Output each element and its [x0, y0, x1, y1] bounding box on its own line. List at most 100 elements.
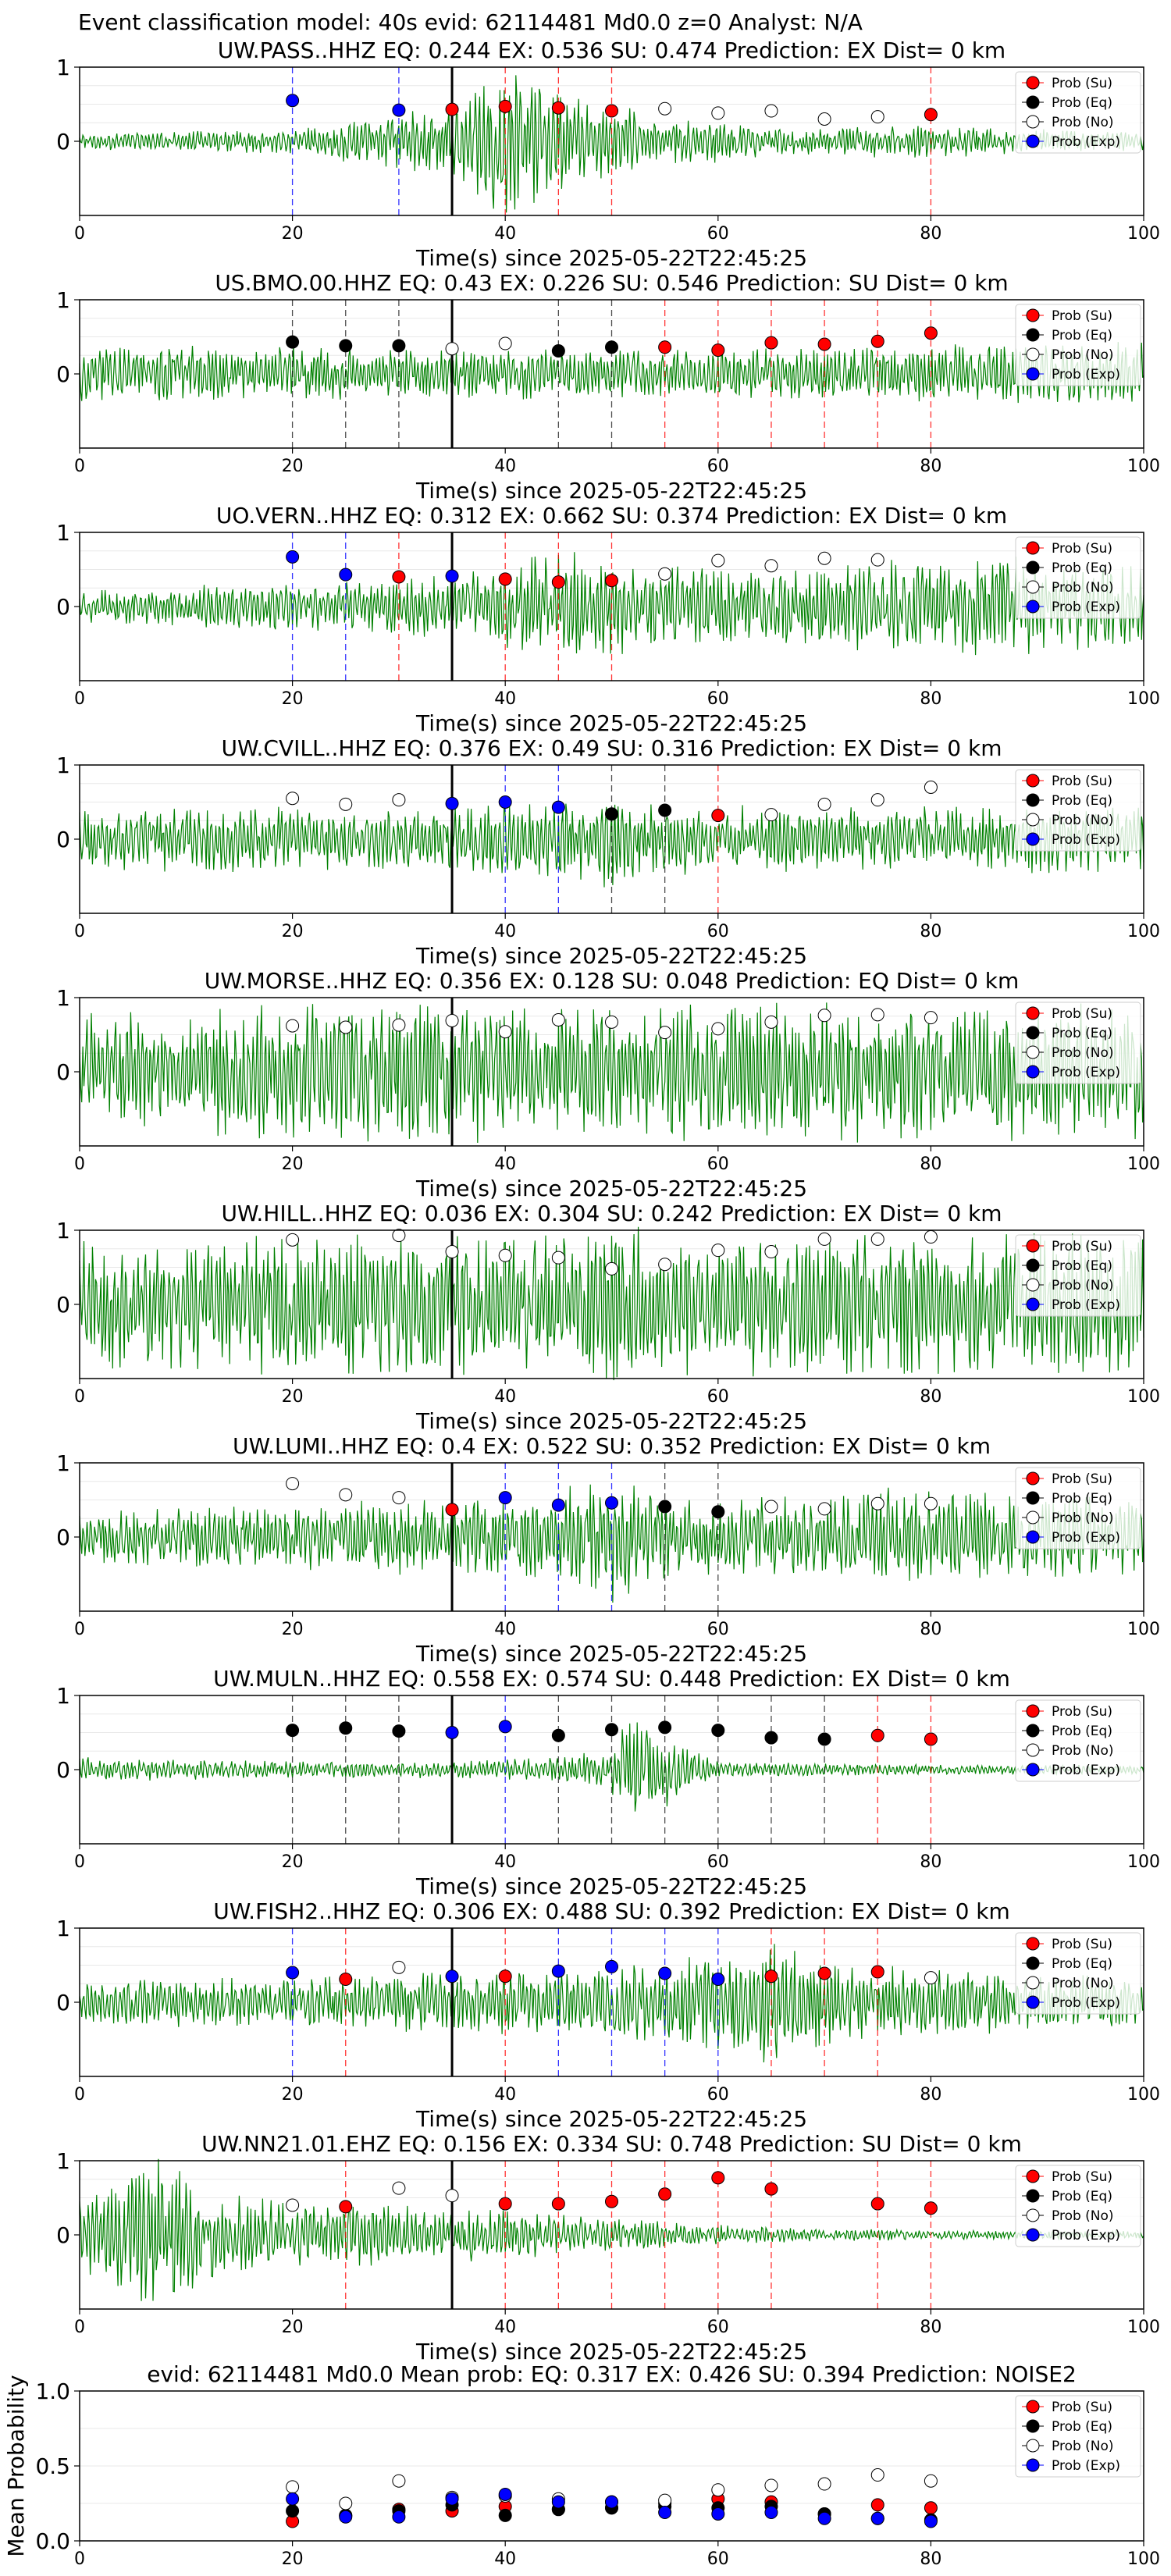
- prob-point-eq: [551, 344, 565, 358]
- x-tick-label: 60: [707, 1620, 729, 1639]
- prob-point-eq: [658, 1500, 672, 1514]
- legend-label-eq: Prob (Eq): [1052, 2189, 1112, 2204]
- legend-marker-exp: [1026, 1530, 1040, 1544]
- legend-label-no: Prob (No): [1052, 1510, 1114, 1526]
- prob-point-no: [498, 336, 512, 350]
- y-tick-label: 1: [56, 753, 70, 778]
- legend-label-exp: Prob (Exp): [1052, 1530, 1120, 1546]
- prob-point-su: [764, 336, 778, 350]
- waveform-trace: [79, 1226, 1144, 1381]
- x-tick-label: 80: [920, 922, 941, 941]
- legend-box: [1015, 1467, 1141, 1550]
- x-tick-label: 60: [707, 689, 729, 709]
- prob-point-no: [445, 1013, 459, 1027]
- legend-label-eq: Prob (Eq): [1052, 1026, 1112, 1041]
- legend-marker-su: [1026, 774, 1040, 788]
- legend-label-su: Prob (Su): [1052, 308, 1112, 324]
- x-tick-label: 100: [1127, 1852, 1160, 1872]
- legend-marker-eq: [1026, 1491, 1040, 1505]
- prob-point-no: [605, 1261, 618, 1276]
- mean-prob-point-su: [870, 2498, 884, 2512]
- prob-point-eq: [605, 1723, 618, 1737]
- x-axis-label: Time(s) since 2025-05-22T22:45:25: [415, 710, 807, 736]
- x-tick-label: 40: [494, 2549, 516, 2569]
- prob-point-su: [924, 326, 938, 340]
- prob-point-su: [551, 2197, 565, 2211]
- x-tick-label: 60: [707, 1155, 729, 1174]
- prob-point-eq: [551, 1728, 565, 1742]
- x-tick-label: 60: [707, 224, 729, 244]
- x-tick-label: 20: [282, 1155, 304, 1174]
- prob-point-no: [764, 1245, 778, 1259]
- legend-marker-su: [1026, 76, 1040, 90]
- prob-point-exp: [711, 1973, 725, 1987]
- prob-point-no: [870, 1232, 884, 1246]
- legend-label-su: Prob (Su): [1052, 2400, 1112, 2415]
- x-axis-label: Time(s) since 2025-05-22T22:45:25: [415, 1408, 807, 1434]
- legend-marker-su: [1026, 1471, 1040, 1485]
- x-tick-label: 80: [920, 1852, 941, 1872]
- y-tick-label: 1: [56, 2148, 70, 2174]
- prob-point-no: [764, 1500, 778, 1514]
- prob-point-su: [711, 809, 725, 823]
- prob-point-no: [658, 101, 672, 116]
- prob-point-su: [551, 101, 565, 115]
- legend-marker-eq: [1026, 560, 1040, 575]
- legend-marker-su: [1026, 2400, 1040, 2414]
- y-tick-label: 0: [56, 1059, 70, 1085]
- legend-marker-su: [1026, 308, 1040, 322]
- y-tick-label: 1: [56, 1218, 70, 1244]
- x-tick-label: 100: [1127, 2549, 1160, 2569]
- prob-point-exp: [445, 569, 459, 583]
- prob-point-su: [605, 2194, 618, 2208]
- prob-point-exp: [445, 796, 459, 810]
- prob-point-no: [870, 1008, 884, 1022]
- legend-marker-exp: [1026, 1995, 1040, 2009]
- legend-marker-exp: [1026, 832, 1040, 846]
- legend-marker-eq: [1026, 1258, 1040, 1272]
- mean-prob-point-exp: [392, 2510, 406, 2524]
- mean-prob-point-no: [870, 2468, 884, 2482]
- prob-point-su: [711, 343, 725, 358]
- x-tick-label: 0: [74, 224, 85, 244]
- prob-point-exp: [605, 1496, 618, 1510]
- legend-label-eq: Prob (Eq): [1052, 1724, 1112, 1739]
- prob-point-no: [924, 1496, 938, 1510]
- x-tick-label: 40: [494, 1387, 516, 1407]
- prob-point-no: [658, 1258, 672, 1272]
- prob-point-no: [924, 1971, 938, 1985]
- figure-suptitle: Event classification model: 40s evid: 62…: [78, 9, 863, 35]
- prob-point-exp: [445, 1726, 459, 1739]
- x-tick-label: 20: [282, 2318, 304, 2337]
- x-axis-label: Time(s) since 2025-05-22T22:45:25: [415, 2339, 807, 2364]
- panel-title: UW.CVILL..HHZ EQ: 0.376 EX: 0.49 SU: 0.3…: [222, 735, 1002, 761]
- y-tick-label: 0: [56, 827, 70, 852]
- prob-point-exp: [392, 103, 406, 117]
- panel-9: UW.NN21.01.EHZ EQ: 0.156 EX: 0.334 SU: 0…: [56, 2131, 1160, 2364]
- prob-point-exp: [498, 795, 512, 809]
- x-tick-label: 100: [1127, 224, 1160, 244]
- legend-box: [1015, 71, 1141, 154]
- panel-title: UW.NN21.01.EHZ EQ: 0.156 EX: 0.334 SU: 0…: [201, 2131, 1022, 2157]
- x-tick-label: 0: [74, 1852, 85, 1872]
- mean-prob-point-no: [764, 2478, 778, 2492]
- y-tick-label: 1: [56, 55, 70, 80]
- x-tick-label: 100: [1127, 1620, 1160, 1639]
- x-tick-label: 100: [1127, 689, 1160, 709]
- prob-point-no: [764, 104, 778, 118]
- x-tick-label: 0: [74, 689, 85, 709]
- prob-point-no: [870, 793, 884, 807]
- prob-point-eq: [605, 807, 618, 821]
- prob-point-no: [924, 1011, 938, 1025]
- legend-label-su: Prob (Su): [1052, 774, 1112, 789]
- panel-10: evid: 62114481 Md0.0 Mean prob: EQ: 0.31…: [3, 2361, 1160, 2569]
- legend-marker-eq: [1026, 2419, 1040, 2433]
- prob-point-eq: [286, 335, 300, 349]
- legend-marker-su: [1026, 1006, 1040, 1020]
- x-tick-label: 80: [920, 1387, 941, 1407]
- y-tick-label: 0: [56, 2222, 70, 2248]
- prob-point-su: [870, 334, 884, 348]
- mean-prob-point-eq: [498, 2508, 512, 2522]
- prob-point-su: [870, 1728, 884, 1742]
- legend-marker-no: [1026, 1510, 1040, 1525]
